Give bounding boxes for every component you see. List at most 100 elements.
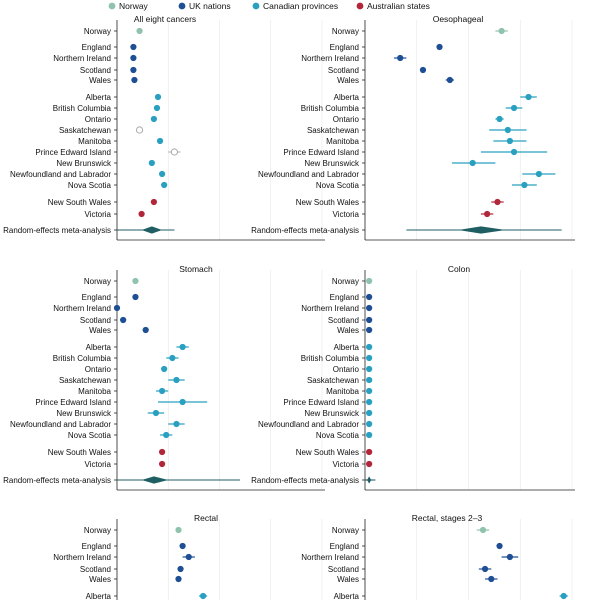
- row-label-alberta: Alberta: [334, 592, 360, 600]
- point-victoria: [366, 460, 373, 468]
- point-newfoundland-and-labrador: [173, 420, 180, 428]
- point-england: [436, 43, 443, 51]
- point-saskatchewan: [135, 126, 144, 134]
- point-newfoundland-and-labrador: [159, 170, 166, 178]
- row-label-wales: Wales: [89, 326, 111, 335]
- row-label-wales: Wales: [337, 575, 359, 584]
- legend-label-canadian-provinces: Canadian provinces: [263, 1, 338, 11]
- panel-rectal: Rectal Norway England Northern Ireland Scotl…: [53, 513, 323, 600]
- point-newfoundland-and-labrador: [535, 170, 542, 178]
- row-label-ontario: Ontario: [85, 115, 112, 124]
- row-label-new-south-wales: New South Wales: [296, 448, 359, 457]
- row-label-meta-analysis: Random-effects meta-analysis: [3, 476, 111, 485]
- point-scotland: [481, 565, 489, 573]
- point-scotland: [120, 316, 127, 324]
- point-prince-edward-island: [179, 398, 186, 406]
- legend-label-uk-nations: UK nations: [189, 1, 231, 11]
- panel-oesophageal: Oesophageal Norway England Northern Ireland…: [251, 14, 575, 241]
- row-label-wales: Wales: [89, 76, 111, 85]
- row-label-prince-edward-island: Prince Edward Island: [283, 148, 359, 157]
- point-newfoundland-and-labrador: [366, 420, 373, 428]
- point-ontario: [150, 115, 157, 123]
- row-label-nova-scotia: Nova Scotia: [316, 431, 360, 440]
- row-label-british-columbia: British Columbia: [301, 104, 360, 113]
- row-label-manitoba: Manitoba: [78, 137, 111, 146]
- row-label-manitoba: Manitoba: [326, 137, 359, 146]
- row-label-scotland: Scotland: [80, 565, 111, 574]
- point-norway: [366, 277, 373, 285]
- point-saskatchewan: [366, 376, 373, 384]
- row-label-new-south-wales: New South Wales: [296, 198, 359, 207]
- point-british-columbia: [153, 104, 161, 112]
- point-alberta: [366, 343, 373, 351]
- point-new-brunswick: [152, 409, 160, 417]
- row-label-northern-ireland: Northern Ireland: [53, 54, 111, 63]
- point-saskatchewan: [173, 376, 180, 384]
- row-label-northern-ireland: Northern Ireland: [53, 304, 111, 313]
- point-nova-scotia: [366, 431, 373, 439]
- row-label-wales: Wales: [89, 575, 111, 584]
- panel-title: Stomach: [179, 264, 213, 274]
- row-label-nova-scotia: Nova Scotia: [68, 431, 112, 440]
- point-nova-scotia: [521, 181, 528, 189]
- row-label-prince-edward-island: Prince Edward Island: [35, 148, 111, 157]
- point-england: [496, 542, 503, 550]
- panel-title: Colon: [448, 264, 470, 274]
- row-label-new-brunswick: New Brunswick: [56, 409, 112, 418]
- row-label-norway: Norway: [332, 526, 359, 535]
- row-label-wales: Wales: [337, 76, 359, 85]
- point-alberta: [200, 592, 207, 600]
- row-label-alberta: Alberta: [86, 93, 112, 102]
- point-new-south-wales: [159, 448, 166, 456]
- row-label-victoria: Victoria: [332, 460, 359, 469]
- point-victoria: [138, 210, 145, 218]
- panel-title: Rectal, stages 2–3: [412, 513, 483, 523]
- panel-all-eight-cancers: All eight cancers Norway England Northern I…: [3, 14, 325, 241]
- row-label-meta-analysis: Random-effects meta-analysis: [251, 226, 359, 235]
- row-label-scotland: Scotland: [80, 316, 111, 325]
- point-wales: [488, 575, 495, 583]
- point-northern-ireland: [185, 553, 192, 561]
- meta-diamond: [458, 226, 506, 234]
- row-label-prince-edward-island: Prince Edward Island: [283, 398, 359, 407]
- point-northern-ireland: [366, 304, 373, 312]
- meta-diamond: [141, 226, 163, 234]
- row-label-new-brunswick: New Brunswick: [56, 159, 112, 168]
- row-label-scotland: Scotland: [328, 66, 359, 75]
- point-manitoba: [506, 137, 513, 145]
- row-label-northern-ireland: Northern Ireland: [301, 553, 359, 562]
- point-nova-scotia: [163, 431, 170, 439]
- row-label-new-brunswick: New Brunswick: [304, 159, 360, 168]
- legend-swatch-australian-states: [356, 2, 364, 10]
- row-label-nova-scotia: Nova Scotia: [68, 181, 112, 190]
- row-label-ontario: Ontario: [85, 365, 112, 374]
- point-norway: [498, 27, 505, 35]
- point-alberta: [154, 93, 162, 101]
- point-england: [179, 542, 186, 550]
- row-label-alberta: Alberta: [334, 343, 360, 352]
- legend-swatch-canadian-provinces: [252, 2, 260, 10]
- row-label-manitoba: Manitoba: [78, 387, 111, 396]
- row-label-wales: Wales: [337, 326, 359, 335]
- meta-diamond: [367, 476, 372, 484]
- row-label-saskatchewan: Saskatchewan: [307, 376, 359, 385]
- point-nova-scotia: [161, 181, 168, 189]
- point-england: [130, 43, 137, 51]
- point-wales: [142, 326, 149, 334]
- point-scotland: [419, 66, 427, 74]
- point-ontario: [161, 365, 168, 373]
- point-new-south-wales: [494, 198, 501, 206]
- meta-diamond: [141, 476, 169, 484]
- point-manitoba: [366, 387, 373, 395]
- row-label-british-columbia: British Columbia: [53, 104, 112, 113]
- row-label-prince-edward-island: Prince Edward Island: [35, 398, 111, 407]
- point-northern-ireland: [506, 553, 513, 561]
- point-norway: [479, 526, 487, 534]
- row-label-alberta: Alberta: [334, 93, 360, 102]
- point-alberta: [560, 592, 567, 600]
- point-northern-ireland: [130, 54, 137, 62]
- row-label-england: England: [330, 43, 359, 52]
- point-scotland: [130, 66, 137, 74]
- row-label-newfoundland-and-labrador: Newfoundland and Labrador: [10, 420, 111, 429]
- row-label-england: England: [330, 293, 359, 302]
